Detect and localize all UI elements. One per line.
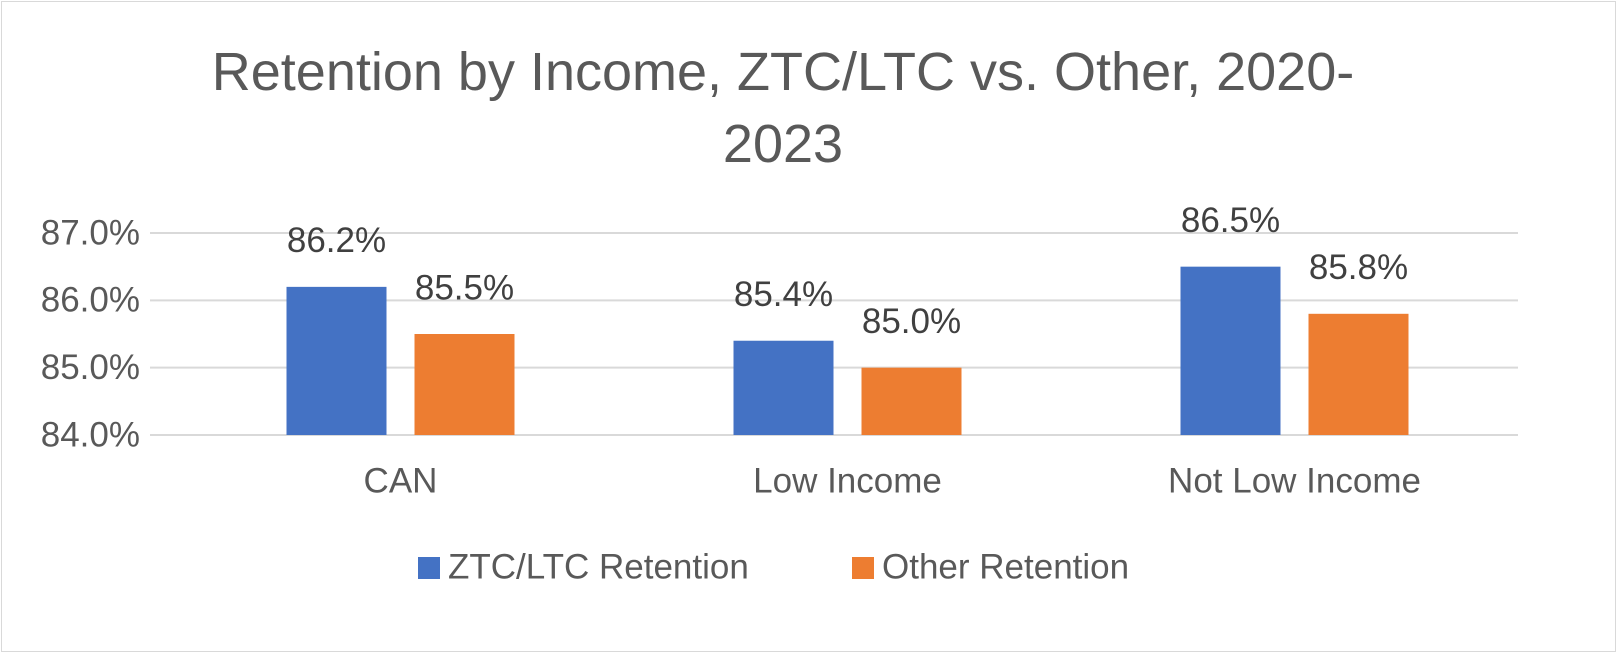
bar [286,286,387,435]
x-tick-label: Low Income [753,461,942,500]
data-label: 85.5% [415,268,514,307]
bar [414,334,515,435]
legend-swatch [852,557,874,579]
chart-title: Retention by Income, ZTC/LTC vs. Other, … [211,42,1355,174]
bar [733,340,834,435]
legend-swatch [418,557,440,579]
legend-label: ZTC/LTC Retention [448,547,749,586]
y-tick-label: 85.0% [41,348,140,387]
data-label: 85.0% [862,302,961,341]
data-label: 85.4% [734,275,833,314]
x-tick-label: Not Low Income [1168,461,1421,500]
x-tick-label: CAN [364,461,438,500]
y-tick-label: 84.0% [41,415,140,454]
data-label: 86.5% [1181,201,1280,240]
bar [861,367,962,435]
bar [1308,313,1409,435]
data-label: 86.2% [287,221,386,260]
legend-label: Other Retention [882,547,1129,586]
data-label: 85.8% [1309,248,1408,287]
y-tick-label: 86.0% [41,281,140,320]
y-tick-label: 87.0% [41,213,140,252]
bar [1180,266,1281,435]
